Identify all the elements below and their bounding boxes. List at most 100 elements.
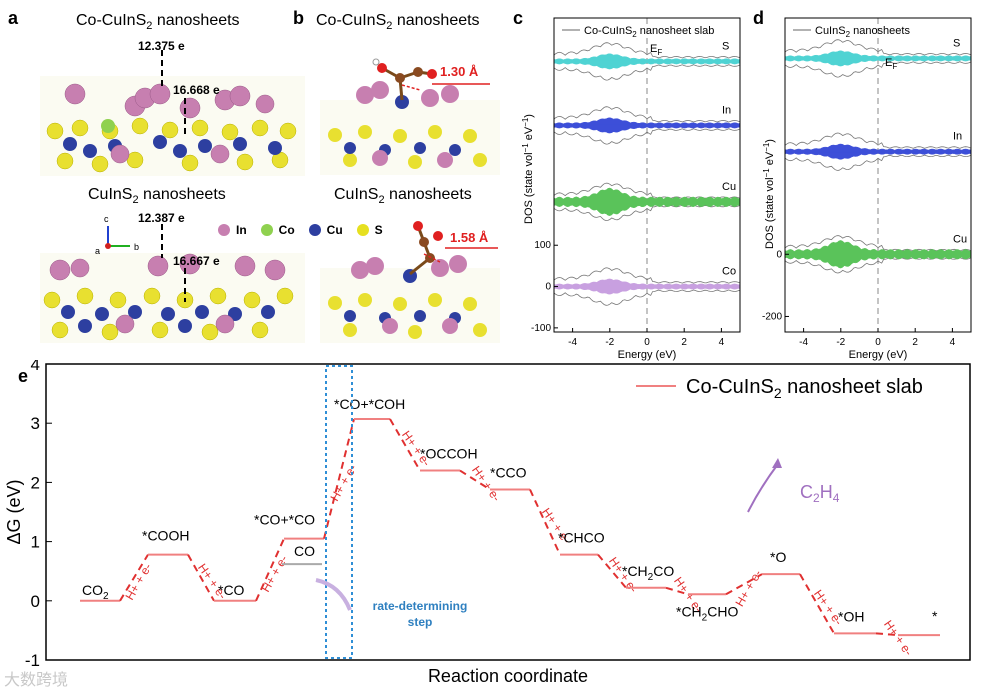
dos-total-s	[784, 39, 972, 56]
state-label: *OCCOH	[420, 446, 478, 462]
x-tick-label: 0	[875, 337, 881, 348]
step-connector	[459, 469, 491, 491]
panel-b-bottom-title: CuInS2 nanosheets	[334, 186, 472, 207]
dos-d-ef: EF	[885, 57, 897, 71]
dos-total-co	[553, 267, 741, 284]
dos-d-xlabel: Energy (eV)	[849, 349, 908, 361]
y-tick-label: -200	[762, 311, 782, 322]
dos-series-label: Cu	[953, 233, 967, 245]
dos-total-s	[784, 61, 972, 78]
step-label: H+ + e-	[881, 618, 915, 659]
x-tick-label: -4	[799, 337, 808, 348]
dos-series-label: Cu	[722, 181, 736, 193]
y-tick-label: 0	[776, 249, 782, 260]
energy-xlabel: Reaction coordinate	[428, 666, 588, 686]
s-atom-icon	[356, 224, 369, 236]
step-connector	[323, 418, 355, 539]
arrow-head-icon	[772, 458, 782, 468]
x-tick-label: 0	[644, 337, 650, 348]
co-branch-label: CO	[294, 543, 315, 559]
state-label: *	[932, 608, 938, 624]
state-label: *OH	[838, 608, 864, 624]
panel-d-letter: d	[753, 8, 764, 28]
dos-series-label: S	[722, 40, 729, 52]
x-tick-label: 4	[950, 337, 956, 348]
axis-a-label: a	[95, 246, 100, 256]
state-label: *CO+*COH	[334, 396, 405, 412]
energy-legend: Co-CuInS2 nanosheet slab	[686, 376, 923, 401]
y-tick-label: 4	[31, 360, 40, 374]
state-label: *COOH	[142, 528, 189, 544]
dos-total-in	[553, 128, 741, 145]
y-tick-label: 0	[545, 282, 551, 293]
dos-total-in	[784, 132, 972, 149]
y-tick-label: 2	[31, 473, 40, 492]
x-tick-label: -2	[605, 337, 614, 348]
state-label: *CH2CHO	[676, 603, 738, 623]
step-connector	[119, 554, 149, 602]
dos-c-ef: EF	[650, 43, 662, 57]
x-tick-label: 2	[912, 337, 918, 348]
rds-label-2: step	[408, 615, 433, 629]
state-label: CO2	[82, 582, 109, 602]
bottom-charge-upper: 12.387 e	[138, 211, 185, 225]
co-cuins2-structure: 12.375 e 16.668 e	[40, 39, 305, 176]
x-tick-label: -2	[836, 337, 845, 348]
x-tick-label: 4	[719, 337, 725, 348]
state-label: *CO	[218, 582, 245, 598]
step-label: H+ + e-	[327, 462, 359, 504]
legend-item: Cu	[308, 223, 343, 237]
rds-arrow	[315, 578, 352, 611]
top-charge-upper: 12.375 e	[138, 39, 185, 53]
dos-total-in	[553, 106, 741, 123]
legend-item: S	[356, 223, 383, 237]
step-connector	[597, 553, 627, 589]
y-tick-label: 0	[31, 592, 40, 611]
step-connector	[665, 586, 689, 596]
state-label: *CO+*CO	[254, 512, 315, 528]
panel-e-letter: e	[18, 366, 29, 386]
step-connector	[187, 554, 215, 602]
panel-c-letter: c	[513, 8, 524, 28]
y-tick-label: 100	[534, 240, 551, 251]
dos-total-s	[553, 64, 741, 81]
dos-series-label: In	[722, 104, 731, 116]
panel-a-bottom-title: CuInS2 nanosheets	[88, 186, 226, 207]
state-label: *CCO	[490, 465, 527, 481]
dos-chart-d: DOS (state vol−1 eV−1) S In Cu -4 -2 0 2 4 -200 0…	[762, 17, 972, 361]
step-connector	[725, 573, 763, 596]
dos-c-ylabel: DOS (state vol−1 eV−1)	[521, 114, 535, 224]
legend-item: In	[218, 223, 247, 237]
dos-series-label: In	[953, 131, 962, 143]
top-bond-distance: 1.30 Å	[440, 64, 479, 79]
y-tick-label: 1	[31, 533, 40, 552]
panel-a-letter: a	[8, 8, 19, 28]
state-label: *CHCO	[558, 530, 605, 546]
cuins2-structure: 12.387 e 16.667 e c a b	[40, 211, 305, 343]
y-tick-label: -1	[25, 651, 40, 670]
dos-series-label: S	[953, 37, 960, 49]
step-connector	[875, 632, 899, 637]
axis-c-label: c	[104, 214, 109, 224]
axis-b-label: b	[134, 242, 139, 252]
state-label: *CH2CO	[622, 563, 674, 583]
dos-total-s	[553, 42, 741, 59]
dos-d-ylabel: DOS (state vol−1 eV−1)	[762, 139, 776, 249]
step-label: H+ + e-	[258, 553, 290, 595]
panel-b-top-title: Co-CuInS2 nanosheets	[316, 12, 480, 33]
dos-c-xlabel: Energy (eV)	[618, 349, 677, 361]
rate-determining-box	[325, 365, 353, 659]
step-connector	[389, 418, 421, 472]
panel-b-letter: b	[293, 8, 304, 28]
x-tick-label: -4	[568, 337, 577, 348]
state-label: *O	[770, 549, 786, 565]
bottom-bond-distance: 1.58 Å	[450, 230, 489, 245]
x-tick-label: 2	[681, 337, 687, 348]
bottom-charge-lower: 16.667 e	[173, 254, 220, 268]
y-tick-label: 3	[31, 414, 40, 433]
atom-legend: In Co Cu S	[218, 221, 383, 239]
dos-c-legend: Co-CuInS2 nanosheet slab	[584, 25, 714, 39]
product-arrow	[747, 463, 779, 513]
cu-atom-icon	[308, 224, 321, 236]
